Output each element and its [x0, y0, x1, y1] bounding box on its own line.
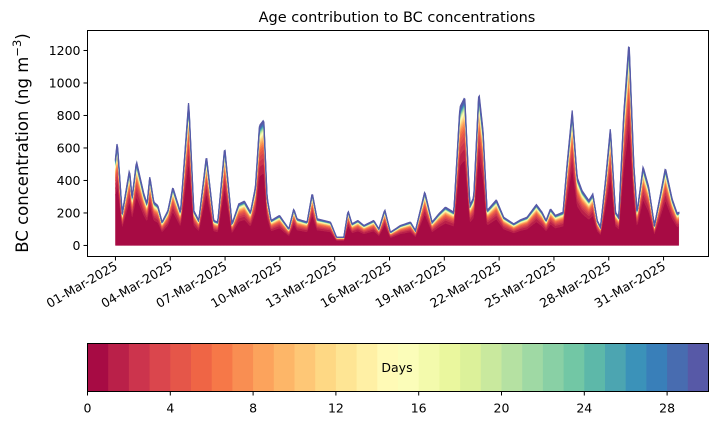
- colorbar-bin-8: [253, 343, 275, 392]
- colorbar-bin-24: [584, 343, 606, 392]
- colorbar-bin-22: [542, 343, 565, 392]
- colorbar-bin-26: [625, 343, 647, 392]
- age-bands: [114, 46, 680, 246]
- colorbar-bin-2: [128, 343, 151, 392]
- colorbar-tick-label: 24: [576, 401, 592, 416]
- colorbar-bin-9: [273, 343, 295, 392]
- colorbar: 0 4 8 12 16 20 24 28: [84, 343, 709, 416]
- colorbar-bin-7: [232, 343, 254, 392]
- chart-title: Age contribution to BC concentrations: [259, 10, 536, 26]
- colorbar-bin-1: [108, 343, 130, 392]
- colorbar-bin-4: [170, 343, 192, 392]
- y-tick-label: 1000: [49, 75, 81, 90]
- colorbar-tick-label: 12: [328, 401, 344, 416]
- colorbar-bin-5: [191, 343, 213, 392]
- colorbar-tick-label: 0: [84, 401, 92, 416]
- colorbar-bin-10: [294, 343, 316, 392]
- colorbar-bin-21: [522, 343, 544, 392]
- age-band-29-area: [114, 46, 680, 238]
- colorbar-bin-23: [563, 343, 585, 392]
- colorbar-bin-12: [335, 343, 358, 392]
- colorbar-bin-13: [356, 343, 378, 392]
- colorbar-bin-20: [501, 343, 523, 392]
- colorbar-bin-6: [211, 343, 233, 392]
- y-tick-label: 800: [57, 108, 81, 123]
- y-axis-label: BC concentration (ng m−3): [10, 33, 32, 252]
- colorbar-tick-label: 4: [166, 401, 174, 416]
- colorbar-bin-16: [418, 343, 440, 392]
- colorbar-bin-27: [646, 343, 668, 392]
- colorbar-bin-28: [667, 343, 689, 392]
- x-axis: 01-Mar-202504-Mar-202507-Mar-202510-Mar-…: [44, 256, 668, 311]
- colorbar-tick-label: 8: [249, 401, 257, 416]
- colorbar-bin-0: [87, 343, 109, 392]
- colorbar-tick-label: 20: [494, 401, 510, 416]
- colorbar-label: Days: [381, 360, 412, 375]
- y-tick-label: 600: [57, 140, 81, 155]
- colorbar-bin-11: [315, 343, 337, 392]
- colorbar-bin-15: [398, 343, 420, 392]
- colorbar-bin-14: [377, 343, 399, 392]
- axes-frame: [87, 30, 709, 257]
- y-tick-label: 200: [57, 205, 81, 220]
- colorbar-bin-29: [687, 343, 709, 392]
- colorbar-bin-17: [439, 343, 461, 392]
- colorbar-frame: [87, 343, 709, 392]
- colorbar-bin-25: [605, 343, 627, 392]
- y-tick-label: 0: [73, 238, 81, 253]
- colorbar-bin-3: [149, 343, 171, 392]
- colorbar-bin-18: [460, 343, 482, 392]
- colorbar-bin-19: [480, 343, 502, 392]
- y-tick-label: 1200: [49, 43, 81, 58]
- y-tick-label: 400: [57, 173, 81, 188]
- colorbar-tick-label: 16: [411, 401, 427, 416]
- colorbar-tick-label: 28: [659, 401, 675, 416]
- y-axis: 0 200 400 600 800 1000 1200: [49, 43, 88, 253]
